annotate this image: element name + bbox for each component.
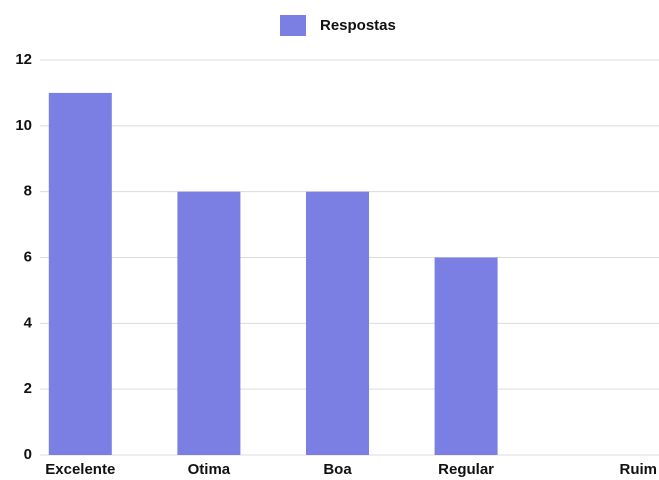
bar [48, 92, 112, 456]
y-tick-label: 4 [24, 314, 33, 331]
y-tick-label: 2 [24, 380, 32, 397]
legend-swatch [280, 15, 306, 36]
y-tick-label: 8 [24, 183, 32, 200]
x-tick-label: Regular [438, 461, 494, 478]
bar [305, 191, 370, 455]
legend-label: Respostas [320, 17, 396, 34]
x-tick-label: Ruim [620, 461, 658, 478]
y-tick-label: 6 [24, 248, 32, 265]
x-tick-label: Otima [188, 461, 231, 478]
y-tick-label: 0 [24, 446, 32, 463]
y-tick-label: 10 [15, 117, 32, 134]
bar [177, 191, 241, 455]
x-tick-label: Excelente [45, 461, 115, 478]
x-tick-label: Boa [323, 461, 352, 478]
bar [434, 257, 498, 455]
y-tick-label: 12 [15, 51, 32, 68]
